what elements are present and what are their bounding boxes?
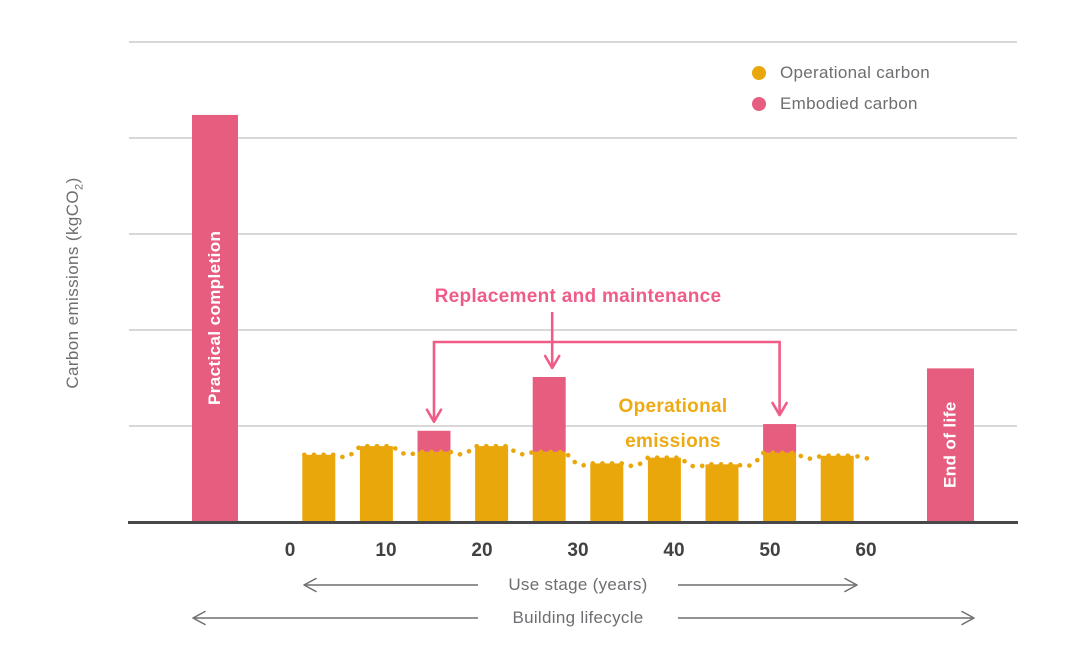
operational-carbon-swatch-icon: [752, 66, 766, 80]
use-stage-arrowhead-right-icon: [844, 577, 858, 593]
operational-emissions-annotation: Operational emissions: [593, 389, 753, 459]
replacement-arrowhead-icon: [543, 354, 561, 370]
bar-operational-year-57: [820, 455, 854, 521]
lifecycle-arrowhead-left-icon: [192, 610, 206, 626]
y-axis-label-text: Carbon emissions (kgCO: [63, 189, 82, 389]
bar-embodied-end-of-life: [927, 368, 974, 521]
replacement-bracket-line: [432, 340, 781, 421]
x-tick-label-20: 20: [471, 540, 492, 561]
x-tick-label-50: 50: [759, 540, 780, 561]
embodied-carbon-swatch-icon: [752, 97, 766, 111]
practical-completion-bar-label: Practical completion: [205, 230, 224, 406]
bar-embodied-year-27: [532, 377, 566, 452]
bar-embodied-year-15: [417, 430, 451, 452]
use-stage-arrowhead-left-icon: [303, 577, 317, 593]
bar-embodied-year-51: [763, 424, 797, 453]
legend-item-embodied: Embodied carbon: [752, 93, 930, 115]
bar-operational-year-15: [417, 451, 451, 521]
x-tick-label-0: 0: [285, 540, 296, 561]
building-lifecycle-axis-label: Building lifecycle: [512, 608, 644, 627]
x-tick-label-40: 40: [663, 540, 684, 561]
x-tick-label-30: 30: [567, 540, 588, 561]
end-of-life-bar-label: End of life: [940, 401, 960, 488]
y-axis-label-subscript: 2: [73, 183, 86, 190]
replacement-arrowhead-icon: [771, 401, 788, 417]
bar-operational-year-51: [763, 452, 797, 521]
bar-embodied-practical-completion: [192, 114, 238, 522]
operational-emissions-line2: emissions: [625, 431, 721, 452]
bar-operational-year-33: [590, 463, 624, 521]
bar-operational-year-3: [302, 454, 336, 521]
replacement-maintenance-annotation: Replacement and maintenance: [434, 286, 722, 307]
y-axis-label-suffix: ): [63, 177, 82, 184]
legend-item-operational: Operational carbon: [752, 62, 930, 84]
operational-dotted-line: [302, 443, 878, 469]
bar-operational-year-39: [647, 457, 681, 521]
legend-label-operational: Operational carbon: [780, 63, 930, 82]
use-stage-axis-label: Use stage (years): [508, 575, 648, 594]
replacement-arrowhead-icon: [425, 408, 443, 424]
bar-operational-year-45: [705, 464, 739, 521]
bar-operational-year-21: [475, 446, 509, 521]
y-axis-label: Carbon emissions (kgCO2): [60, 83, 86, 483]
bar-operational-year-9: [359, 446, 393, 521]
bar-operational-year-27: [532, 451, 566, 521]
operational-emissions-line1: Operational: [618, 396, 728, 417]
x-tick-label-60: 60: [855, 540, 876, 561]
legend: Operational carbon Embodied carbon: [752, 62, 930, 115]
x-tick-label-10: 10: [375, 540, 396, 561]
legend-label-embodied: Embodied carbon: [780, 94, 918, 113]
lifecycle-arrowhead-right-icon: [961, 610, 975, 626]
